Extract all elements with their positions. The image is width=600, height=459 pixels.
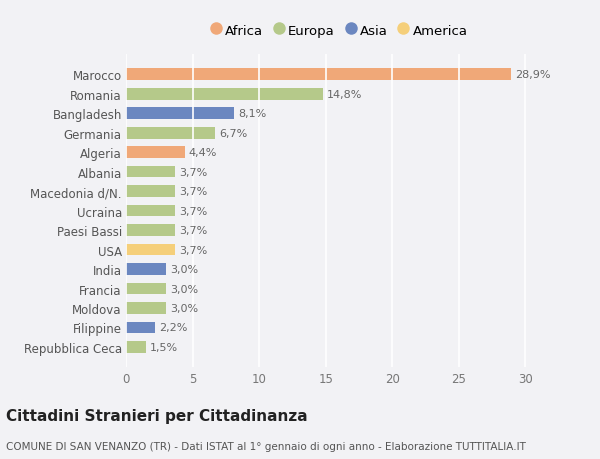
Text: Cittadini Stranieri per Cittadinanza: Cittadini Stranieri per Cittadinanza	[6, 408, 308, 423]
Text: 3,0%: 3,0%	[170, 284, 198, 294]
Text: 3,7%: 3,7%	[179, 187, 208, 197]
Bar	[126, 341, 146, 353]
Bar	[126, 244, 175, 256]
Bar	[126, 283, 166, 295]
Text: 3,0%: 3,0%	[170, 303, 198, 313]
Bar	[126, 186, 175, 197]
Bar	[126, 263, 166, 275]
Text: 8,1%: 8,1%	[238, 109, 266, 119]
Bar	[126, 205, 175, 217]
Bar	[126, 225, 175, 236]
Text: 1,5%: 1,5%	[150, 342, 178, 352]
Text: 3,7%: 3,7%	[179, 167, 208, 177]
Text: 3,7%: 3,7%	[179, 206, 208, 216]
Text: 28,9%: 28,9%	[515, 70, 550, 80]
Bar	[126, 167, 175, 178]
Bar	[126, 69, 511, 81]
Text: COMUNE DI SAN VENANZO (TR) - Dati ISTAT al 1° gennaio di ogni anno - Elaborazion: COMUNE DI SAN VENANZO (TR) - Dati ISTAT …	[6, 441, 526, 451]
Bar	[126, 302, 166, 314]
Text: 4,4%: 4,4%	[188, 148, 217, 158]
Legend: Africa, Europa, Asia, America: Africa, Europa, Asia, America	[210, 24, 468, 38]
Bar	[126, 322, 155, 334]
Bar	[126, 89, 323, 101]
Text: 14,8%: 14,8%	[327, 90, 362, 100]
Text: 6,7%: 6,7%	[219, 129, 247, 139]
Bar	[126, 147, 185, 159]
Text: 3,7%: 3,7%	[179, 245, 208, 255]
Bar	[126, 108, 234, 120]
Text: 2,2%: 2,2%	[159, 323, 188, 333]
Bar	[126, 128, 215, 139]
Text: 3,7%: 3,7%	[179, 225, 208, 235]
Text: 3,0%: 3,0%	[170, 264, 198, 274]
